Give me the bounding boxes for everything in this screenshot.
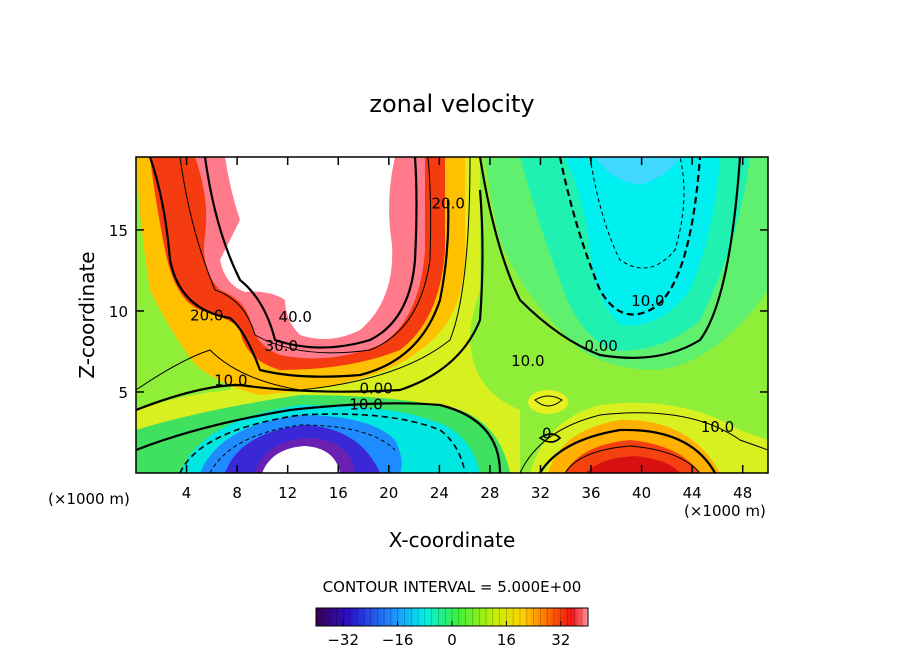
contour-label: 20.0 bbox=[432, 195, 465, 213]
contour-line bbox=[589, 157, 685, 269]
x-tick-label: 36 bbox=[581, 484, 600, 502]
field-core-low bbox=[262, 446, 340, 473]
contour-label: 0.00 bbox=[584, 337, 617, 355]
contour-line bbox=[209, 424, 396, 473]
x-axis-label: X-coordinate bbox=[389, 528, 516, 552]
x-tick-label: 20 bbox=[379, 484, 398, 502]
colorbar: −32 −16 0 16 32 bbox=[315, 607, 589, 649]
y-axis: 5 10 15 bbox=[109, 222, 768, 402]
x-tick-label: 44 bbox=[683, 484, 702, 502]
colorbar-ticks: −32 −16 0 16 32 bbox=[322, 608, 582, 649]
y-tick-label: 5 bbox=[118, 384, 128, 402]
contour-label: 0.00 bbox=[359, 379, 392, 397]
contour-line bbox=[538, 433, 562, 443]
colorbar-tick-label: 0 bbox=[447, 631, 457, 649]
contour-interval-text: CONTOUR INTERVAL = 5.000E+00 bbox=[323, 578, 582, 596]
field-band-lightblue-right bbox=[595, 157, 680, 185]
field-core-high bbox=[220, 157, 395, 339]
colorbar-tick-label: 32 bbox=[551, 631, 570, 649]
field-island bbox=[528, 390, 568, 414]
x-tick-label: 4 bbox=[182, 484, 192, 502]
colorbar-tick-label: −16 bbox=[382, 631, 414, 649]
x-tick-label: 12 bbox=[278, 484, 297, 502]
colorbar-tick-label: 16 bbox=[497, 631, 516, 649]
x-tick-label: 28 bbox=[480, 484, 499, 502]
contour-lines bbox=[136, 157, 768, 473]
contour-line bbox=[564, 445, 701, 473]
y-axis-label: Z-coordinate bbox=[75, 251, 99, 378]
y-tick-label: 15 bbox=[109, 222, 128, 240]
x-tick-label: 32 bbox=[531, 484, 550, 502]
contour-line bbox=[136, 189, 484, 412]
contour-label: 10.0 bbox=[511, 352, 544, 370]
contour-line bbox=[148, 157, 450, 378]
x-tick-label: 16 bbox=[329, 484, 348, 502]
field-band-cyan-right bbox=[565, 157, 720, 326]
contour-labels: 20.040.020.030.010.0 0.0010.010.00.0010.0… bbox=[190, 195, 734, 443]
contour-label: 30.0 bbox=[265, 337, 298, 355]
contour-line bbox=[519, 412, 768, 473]
contour-label: 10.0 bbox=[349, 396, 382, 414]
contour-label: 10.0 bbox=[701, 418, 734, 436]
contour-line bbox=[478, 157, 742, 359]
x-axis: 4 8 12 16 20 24 28 32 36 40 44 48 bbox=[182, 157, 752, 502]
x-tick-label: 40 bbox=[632, 484, 651, 502]
x-tick-label: 8 bbox=[232, 484, 242, 502]
contour-line bbox=[136, 402, 502, 473]
contour-label: 10.0 bbox=[631, 292, 664, 310]
x-unit-right: (×1000 m) bbox=[684, 502, 766, 520]
contour-field: 20.040.020.030.010.0 0.0010.010.00.0010.0… bbox=[136, 157, 768, 473]
contour-line bbox=[539, 428, 716, 473]
y-tick-label: 10 bbox=[109, 303, 128, 321]
plot-frame bbox=[135, 156, 769, 474]
contour-line bbox=[558, 157, 702, 316]
contour-line bbox=[534, 395, 563, 407]
colorbar-tick-label: −32 bbox=[327, 631, 359, 649]
field-band-darkred-right-lower bbox=[585, 456, 680, 473]
x-tick-label: 48 bbox=[733, 484, 752, 502]
contour-label: 40.0 bbox=[279, 308, 312, 326]
contour-label: 0 bbox=[542, 425, 552, 443]
contour-line bbox=[179, 413, 466, 473]
contour-label: 10.0 bbox=[214, 371, 247, 389]
chart-title: zonal velocity bbox=[369, 90, 534, 118]
contour-line bbox=[203, 157, 418, 349]
x-tick-label: 24 bbox=[430, 484, 449, 502]
contour-label: 20.0 bbox=[190, 306, 223, 324]
contour-line bbox=[179, 157, 432, 354]
x-unit-left: (×1000 m) bbox=[48, 490, 130, 508]
contour-line bbox=[136, 157, 471, 391]
